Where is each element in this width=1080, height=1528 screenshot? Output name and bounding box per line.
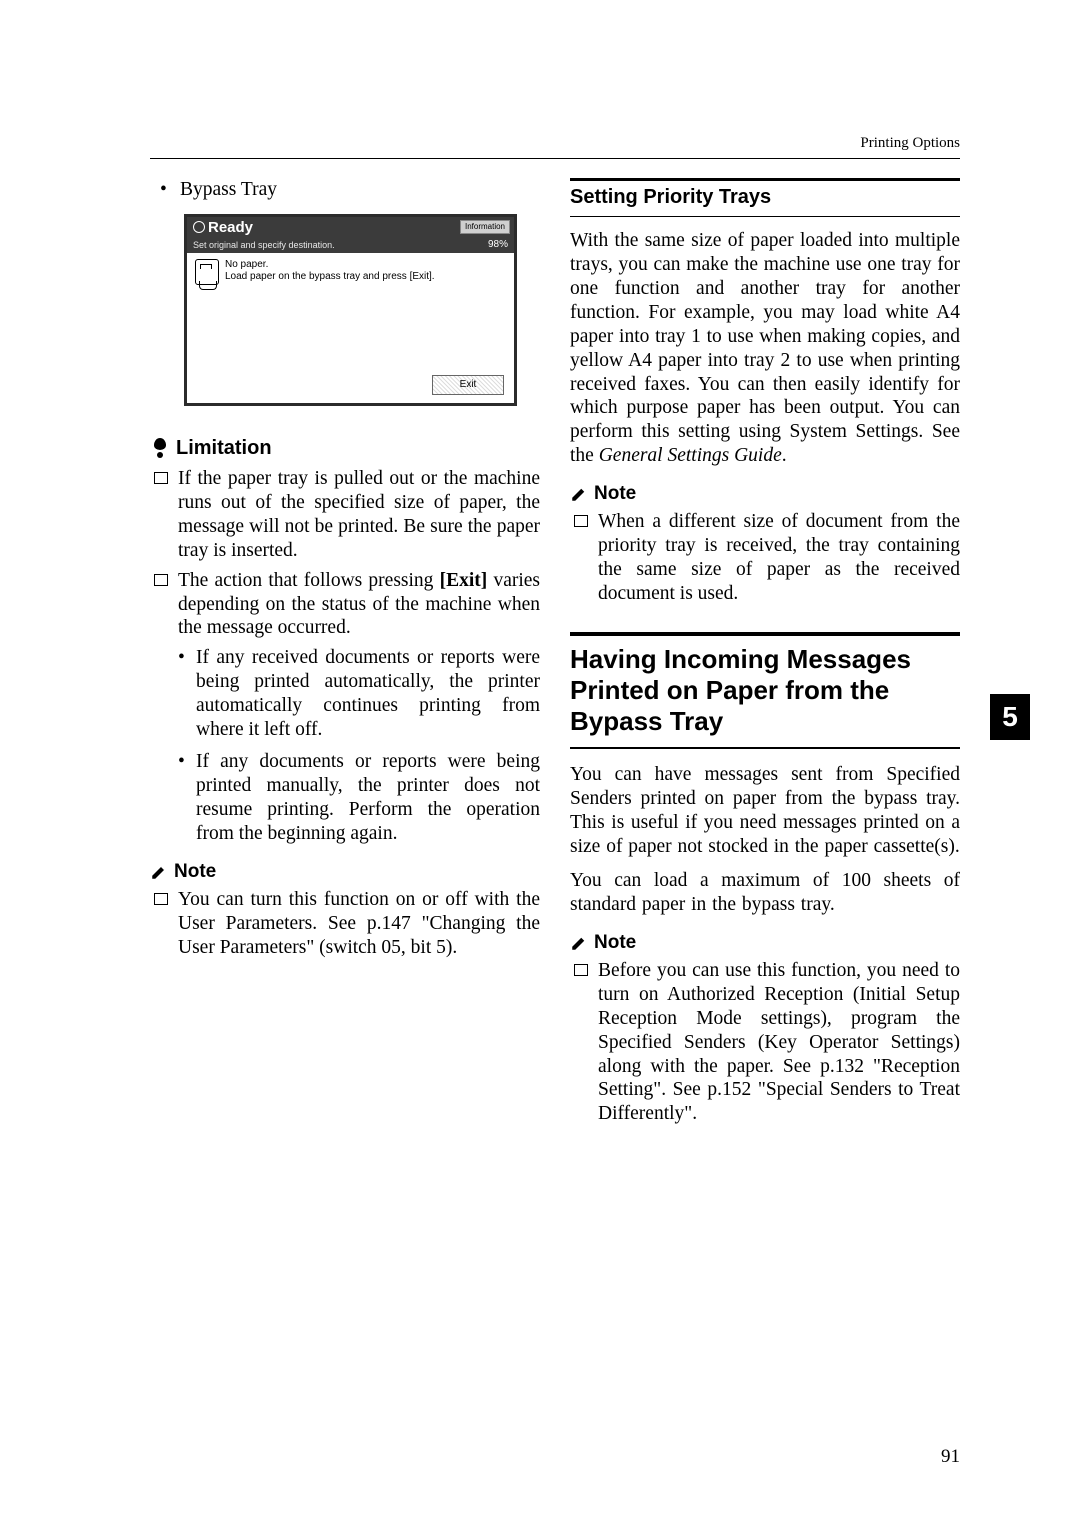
checkbox-icon (574, 510, 598, 606)
tray-icon (195, 259, 219, 285)
note-heading-right-1: Note (570, 482, 960, 505)
sub-text-2: If any documents or reports were being p… (196, 750, 540, 846)
note-item-left: You can turn this function on or off wit… (154, 888, 540, 960)
note-text-right-2: Before you can use this function, you ne… (598, 959, 960, 1127)
sub-text-1: If any received documents or reports wer… (196, 646, 540, 742)
ready-circle-icon (193, 221, 205, 233)
bypass-para-2: You can load a maximum of 100 sheets of … (570, 869, 960, 917)
bypass-tray-bullet: • Bypass Tray (160, 178, 540, 202)
running-header: Printing Options (860, 135, 960, 152)
bypass-para-1: You can have messages sent from Specifie… (570, 763, 960, 859)
information-button[interactable]: Information (460, 220, 510, 234)
document-page: Printing Options 5 • Bypass Tray Ready S… (0, 0, 1080, 1528)
header-rule (150, 158, 960, 159)
note-heading-right-2: Note (570, 931, 960, 954)
note-label: Note (594, 931, 636, 954)
screenshot-body: No paper. Load paper on the bypass tray … (187, 253, 514, 291)
exit-button[interactable]: Exit (432, 375, 504, 395)
pencil-icon (570, 485, 588, 503)
bullet-icon: • (178, 646, 196, 742)
page-number: 91 (941, 1446, 960, 1468)
screenshot-header: Ready Set original and specify destinati… (187, 217, 514, 253)
note-heading-left: Note (150, 860, 540, 883)
limitation-heading: Limitation (150, 436, 540, 461)
checkbox-icon (574, 959, 598, 1127)
checkbox-icon (154, 569, 178, 641)
exclamation-icon (150, 438, 170, 458)
priority-trays-paragraph: With the same size of paper loaded into … (570, 229, 960, 469)
ready-label: Ready (187, 217, 259, 237)
note-item-right-2: Before you can use this function, you ne… (574, 959, 960, 1127)
bullet-icon: • (160, 178, 180, 202)
limitation-text-2: The action that follows pressing [Exit] … (178, 569, 540, 641)
right-column: Setting Priority Trays With the same siz… (570, 178, 960, 1132)
checkbox-icon (154, 467, 178, 563)
left-column: • Bypass Tray Ready Set original and spe… (150, 178, 540, 1132)
bullet-icon: • (178, 750, 196, 846)
note-label: Note (594, 482, 636, 505)
msg-line1: No paper. (225, 259, 435, 271)
limitation-label: Limitation (176, 436, 272, 461)
ready-subtitle: Set original and specify destination. (193, 240, 335, 251)
note-text-right-1: When a different size of document from t… (598, 510, 960, 606)
limitation-sub-1: • If any received documents or reports w… (178, 646, 540, 742)
checkbox-icon (154, 888, 178, 960)
note-label: Note (174, 860, 216, 883)
note-text-left: You can turn this function on or off wit… (178, 888, 540, 960)
percent-label: 98% (488, 239, 508, 251)
limitation-item-2: The action that follows pressing [Exit] … (154, 569, 540, 641)
bullet-label: Bypass Tray (180, 178, 277, 202)
ready-text: Ready (208, 219, 253, 236)
pencil-icon (150, 863, 168, 881)
content-columns: • Bypass Tray Ready Set original and spe… (150, 178, 960, 1132)
limitation-text-1: If the paper tray is pulled out or the m… (178, 467, 540, 563)
screenshot-message: No paper. Load paper on the bypass tray … (225, 259, 435, 285)
chapter-tab: 5 (990, 694, 1030, 740)
pencil-icon (570, 934, 588, 952)
msg-line2: Load paper on the bypass tray and press … (225, 271, 435, 283)
limitation-item-1: If the paper tray is pulled out or the m… (154, 467, 540, 563)
bypass-tray-heading: Having Incoming Messages Printed on Pape… (570, 632, 960, 750)
priority-trays-heading: Setting Priority Trays (570, 178, 960, 217)
note-item-right-1: When a different size of document from t… (574, 510, 960, 606)
device-screenshot: Ready Set original and specify destinati… (184, 214, 517, 406)
limitation-sub-2: • If any documents or reports were being… (178, 750, 540, 846)
